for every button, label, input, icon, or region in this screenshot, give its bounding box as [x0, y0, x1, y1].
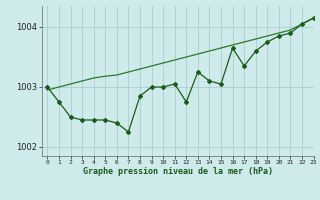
X-axis label: Graphe pression niveau de la mer (hPa): Graphe pression niveau de la mer (hPa) — [83, 167, 273, 176]
